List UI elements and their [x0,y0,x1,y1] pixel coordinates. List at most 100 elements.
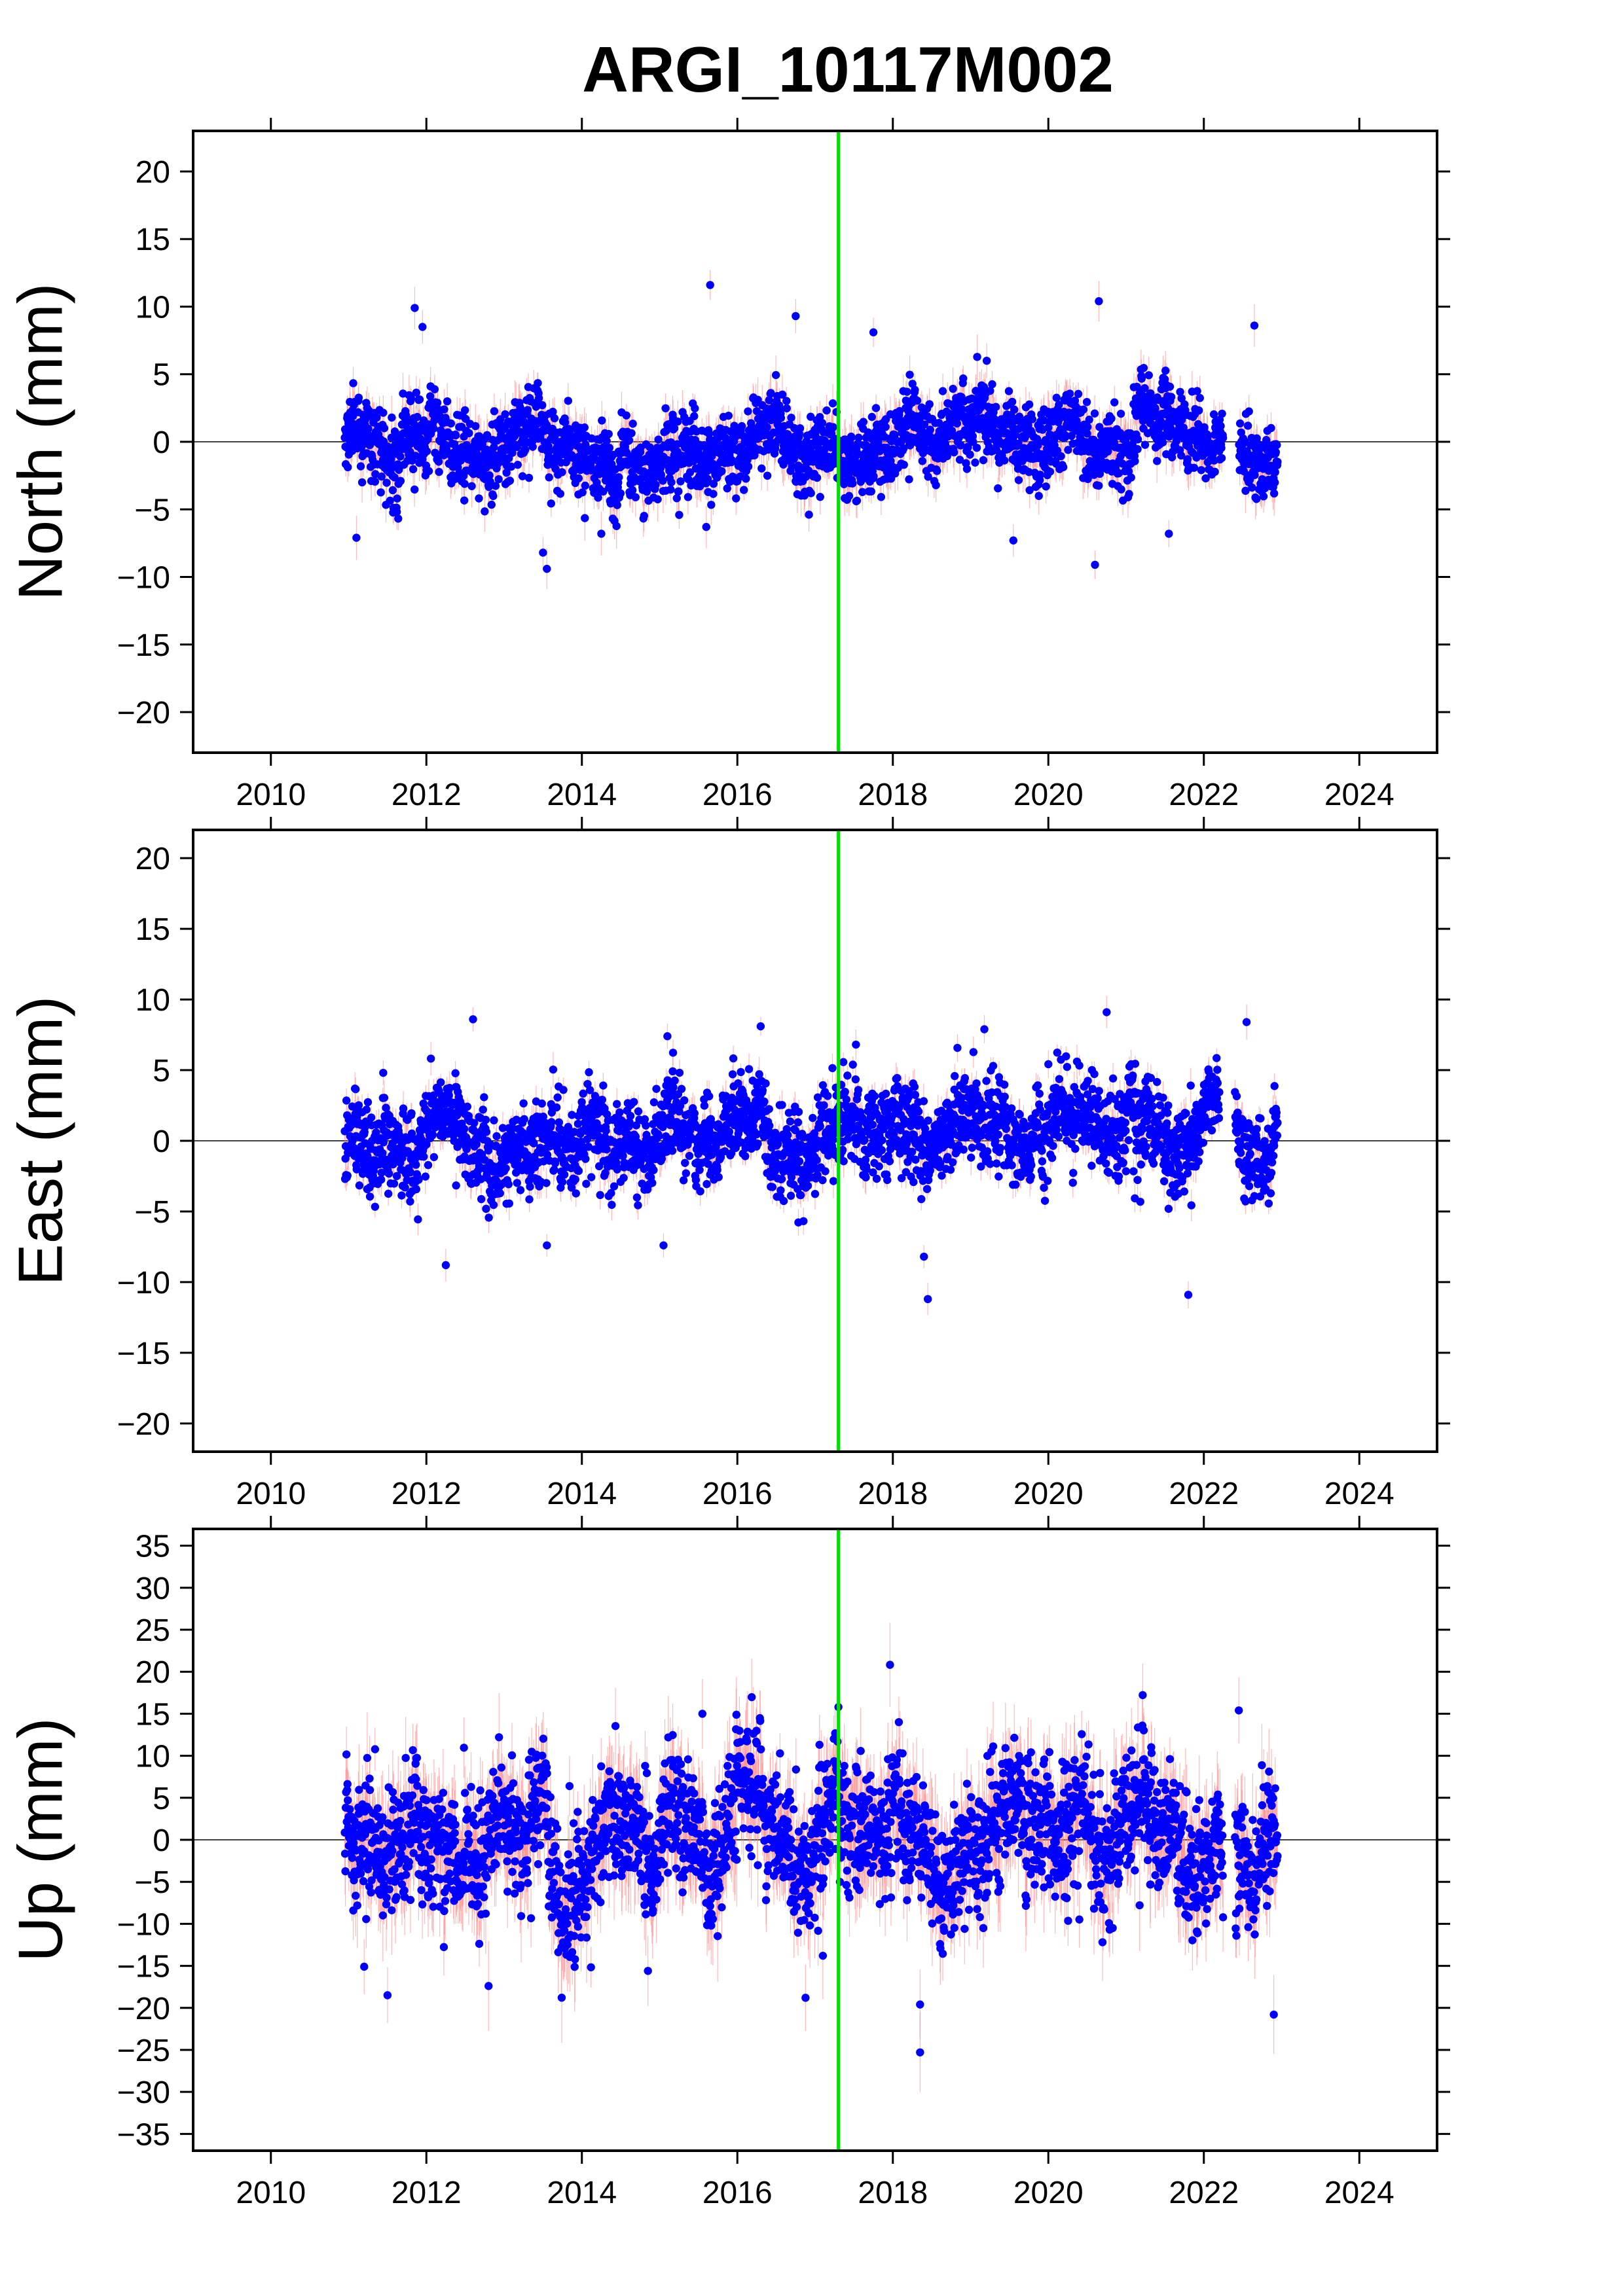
north-data-point [451,431,460,440]
north-data-point [859,418,868,426]
north-data-point [732,494,740,503]
north-data-point [501,410,509,419]
north-data-point [709,490,718,498]
north-data-point [1028,415,1037,423]
north-data-point [629,420,637,428]
north-data-point [435,467,443,476]
north-data-point [518,472,527,480]
north-data-point [1074,389,1083,399]
north-data-point [491,482,500,490]
north-data-point [895,406,904,416]
north-data-point [613,501,621,509]
north-data-point [1004,387,1013,395]
north-data-point [528,442,537,451]
north-data-point [684,493,693,501]
north-data-point [969,438,977,446]
north-data-point [612,522,621,530]
north-data-point [580,423,589,432]
north-data-point [911,386,919,394]
north-data-point [822,406,831,415]
north-data-point [847,433,856,442]
north-data-point [972,443,981,452]
north-data-point [986,386,994,395]
north-data-point [422,447,431,456]
north-data-point [867,487,875,496]
north-data-point [1008,397,1017,406]
north-data-point [763,471,772,480]
north-data-point [500,425,509,433]
north-data-point [407,394,416,403]
north-data-point [962,465,972,473]
chart-title: ARGI_10117M002 [582,33,1114,105]
north-data-point [925,400,934,408]
north-data-point [988,380,996,389]
north-data-point [460,496,469,505]
north-data-point [481,507,489,516]
north-data-point [871,404,881,412]
north-data-point [1110,398,1119,406]
north-data-point [390,473,399,482]
north-data-point [1000,456,1009,465]
north-data-point [426,392,435,401]
north-data-point [494,475,503,484]
north-data-point [392,507,401,516]
north-data-point [776,414,786,422]
north-data-point [507,462,516,471]
north-data-point [924,473,932,481]
north-data-point [667,478,676,487]
north-data-point [881,423,890,431]
north-data-point [913,396,922,405]
north-data-point [377,472,386,481]
north-data-point [971,458,979,467]
north-data-point [430,416,439,425]
north-data-point [926,425,934,434]
north-data-point [744,407,752,416]
north-data-point [968,432,977,440]
north-data-point [902,422,911,431]
north-data-point [1034,492,1043,500]
north-data-point [757,464,766,473]
north-data-point [806,412,815,421]
north-data-point [949,448,958,457]
north-data-point [903,387,911,396]
north-data-point [485,471,494,480]
north-data-point [1057,452,1065,461]
north-data-point [654,435,663,444]
north-data-point [765,396,773,404]
north-data-point [547,499,555,508]
north-data-point [964,443,972,452]
north-data-point [602,437,611,445]
north-data-point [829,459,838,469]
north-data-point [574,435,582,444]
panels-container: 2010 2012 2014 2016 2018 2020 2022 202420151050… [6,118,1450,2210]
north-data-point [564,397,573,405]
north-data-point [953,419,962,428]
north-data-point [704,429,714,438]
north-series [340,270,1282,590]
north-data-point [867,412,877,422]
north-data-point [434,457,443,466]
north-data-point [508,448,517,457]
north-data-point [1033,441,1042,450]
north-data-point [955,456,964,464]
north-data-point [625,436,634,445]
north-data-point [513,460,522,469]
north-data-point [549,407,557,416]
north-data-point [938,387,947,395]
north-data-point [1052,393,1061,402]
north-data-point [852,496,862,505]
north-data-point [545,446,554,455]
north-data-point [376,488,385,497]
north-data-point [379,408,388,417]
north-data-point [1010,405,1019,414]
north-data-point [410,485,419,494]
north-data-point [440,405,448,414]
north-data-point [1117,485,1125,493]
north-data-point [899,444,908,453]
north-data-point [659,476,667,485]
north-data-point [900,460,908,469]
north-data-point [1014,439,1023,448]
north-data-point [1116,409,1125,418]
north-data-point [490,443,498,452]
